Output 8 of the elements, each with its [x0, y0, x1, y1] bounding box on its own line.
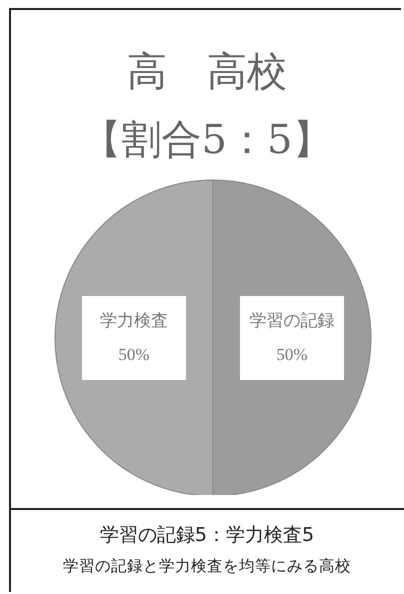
text: 学習の記録5：学力検査5	[98, 523, 316, 548]
text: 学習の記録と学力検査を均等にみる高校	[62, 556, 352, 577]
data-label: 50%	[276, 345, 308, 364]
data-label: 50%	[118, 345, 150, 364]
slice-label: 学力検査	[100, 311, 168, 331]
chart-title: 高 高校	[126, 48, 288, 97]
chart-subtitle: 【割合5：5】	[80, 116, 334, 165]
slice-label: 学習の記録	[250, 311, 334, 331]
